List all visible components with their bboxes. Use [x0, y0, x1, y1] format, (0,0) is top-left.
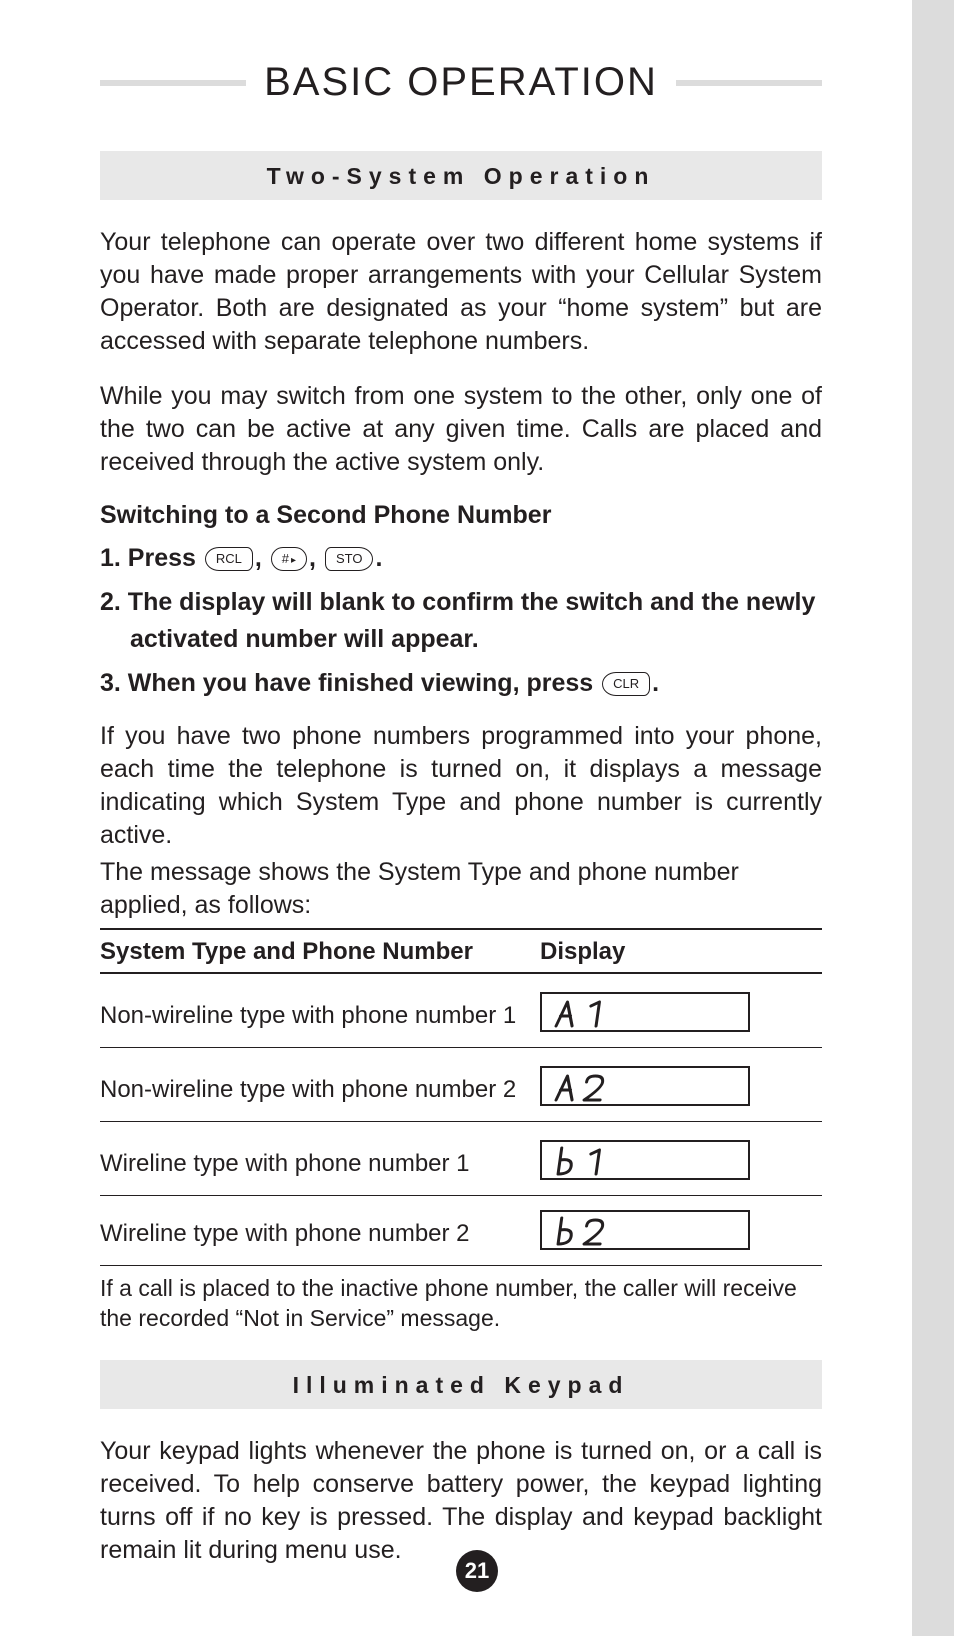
paragraph-two-numbers: If you have two phone numbers programmed… [100, 720, 822, 852]
paragraph-note: If a call is placed to the inactive phon… [100, 1274, 822, 1334]
step-3-suffix: . [652, 669, 659, 697]
step-2-line1: 2. The display will blank to confirm the… [100, 588, 815, 616]
section-heading-illuminated: Illuminated Keypad [100, 1360, 822, 1409]
paragraph-keypad: Your keypad lights whenever the phone is… [100, 1435, 822, 1567]
section-heading-two-system: Two-System Operation [100, 151, 822, 200]
table-cell-display [540, 992, 822, 1039]
table-cell-display [540, 1210, 822, 1257]
table-row: Non-wireline type with phone number 2 [100, 1048, 822, 1121]
table-row: Non-wireline type with phone number 1 [100, 974, 822, 1047]
chapter-rule-left [100, 80, 246, 86]
paragraph-intro-2: While you may switch from one system to … [100, 380, 822, 479]
table-cell-display [540, 1140, 822, 1187]
step-2-line2: activated number will appear. [100, 621, 479, 659]
step-1-prefix: 1. Press [100, 544, 203, 572]
step-3-prefix: 3. When you have finished viewing, press [100, 669, 600, 697]
page-number-badge: 21 [456, 1550, 498, 1592]
table-cell-label: Wireline type with phone number 2 [100, 1220, 540, 1248]
side-margin-strip [912, 0, 954, 1636]
table-row: Wireline type with phone number 2 [100, 1196, 822, 1265]
table-rule [100, 1265, 822, 1266]
step-1-suffix: . [375, 544, 382, 572]
table-cell-label: Non-wireline type with phone number 1 [100, 1002, 540, 1030]
rcl-key-icon: RCL [205, 547, 253, 571]
step-3: 3. When you have finished viewing, press… [100, 665, 822, 703]
lcd-display-icon [540, 1066, 750, 1106]
lcd-display-icon [540, 1210, 750, 1250]
section-title: Two-System Operation [267, 163, 656, 189]
table-cell-label: Wireline type with phone number 1 [100, 1150, 540, 1178]
paragraph-message-intro: The message shows the System Type and ph… [100, 856, 822, 922]
hash-key-icon: # [271, 547, 307, 571]
table-header-row: System Type and Phone Number Display [100, 930, 822, 972]
table-row: Wireline type with phone number 1 [100, 1122, 822, 1195]
switching-heading: Switching to a Second Phone Number [100, 501, 822, 530]
chapter-title: BASIC OPERATION [246, 60, 676, 105]
clr-key-icon: CLR [602, 672, 650, 696]
table-cell-display [540, 1066, 822, 1113]
page-content: BASIC OPERATION Two-System Operation You… [0, 0, 912, 1589]
sto-key-icon: STO [325, 547, 374, 571]
step-2: 2. The display will blank to confirm the… [100, 584, 822, 659]
lcd-display-icon [540, 992, 750, 1032]
system-type-table: System Type and Phone Number Display Non… [100, 928, 822, 1266]
chapter-title-bar: BASIC OPERATION [100, 60, 822, 105]
step-1: 1. Press RCL, #, STO. [100, 540, 822, 578]
paragraph-intro-1: Your telephone can operate over two diff… [100, 226, 822, 358]
table-head-right: Display [540, 938, 822, 966]
table-head-left: System Type and Phone Number [100, 938, 540, 966]
chapter-rule-right [676, 80, 822, 86]
section-title: Illuminated Keypad [293, 1372, 630, 1398]
table-cell-label: Non-wireline type with phone number 2 [100, 1076, 540, 1104]
lcd-display-icon [540, 1140, 750, 1180]
